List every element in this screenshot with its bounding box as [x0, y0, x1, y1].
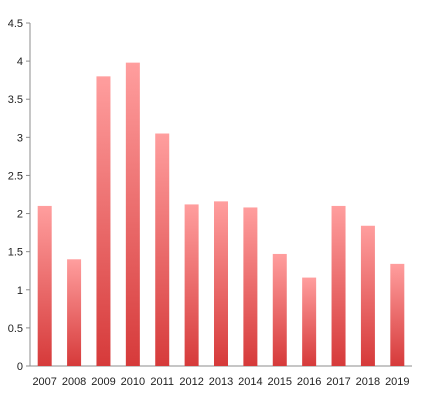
x-tick-label: 2015 — [268, 376, 292, 388]
x-tick-label: 2011 — [150, 376, 174, 388]
x-tick-label: 2012 — [179, 376, 203, 388]
bar-2016 — [302, 277, 317, 366]
y-tick-label: 4.5 — [8, 18, 23, 30]
x-tick-label: 2017 — [326, 376, 350, 388]
y-tick-label: 2.5 — [8, 170, 23, 182]
bar-2011 — [155, 133, 170, 366]
x-tick-label: 2009 — [91, 376, 115, 388]
y-tick-label: 3.5 — [8, 94, 23, 106]
bars — [37, 62, 405, 366]
x-tick-label: 2008 — [62, 376, 86, 388]
y-axis: 0 0.5 1 1.5 2 2.5 3 3.5 4 4.5 — [8, 18, 31, 373]
x-tick-label: 2016 — [297, 376, 321, 388]
bar-2009 — [96, 76, 111, 366]
y-tick-label: 4 — [17, 56, 23, 68]
x-tick-label: 2019 — [385, 376, 409, 388]
y-tick-label: 3 — [17, 132, 23, 144]
bar-2017 — [331, 205, 346, 366]
x-tick-label: 2013 — [209, 376, 233, 388]
bar-2019 — [390, 263, 405, 366]
bar-2018 — [360, 225, 375, 366]
y-tick-label: 0.5 — [8, 323, 23, 335]
x-tick-label: 2010 — [121, 376, 145, 388]
y-tick-label: 2 — [17, 209, 23, 221]
y-tick-label: 1 — [17, 285, 23, 297]
x-tick-label: 2018 — [356, 376, 380, 388]
bar-2008 — [67, 259, 82, 366]
x-tick-label: 2007 — [32, 376, 56, 388]
y-tick-label: 1.5 — [8, 247, 23, 259]
bar-2007 — [37, 205, 52, 366]
x-tick-label: 2014 — [238, 376, 262, 388]
x-axis: 2007 2008 2009 2010 2011 2012 2013 2014 2015 2016… — [30, 365, 412, 388]
y-tick-label: 0 — [17, 361, 23, 373]
bar-2014 — [243, 207, 258, 366]
bar-2015 — [272, 253, 287, 366]
bar-2010 — [125, 62, 140, 366]
bar-2012 — [184, 204, 199, 366]
bar-2013 — [214, 201, 228, 366]
